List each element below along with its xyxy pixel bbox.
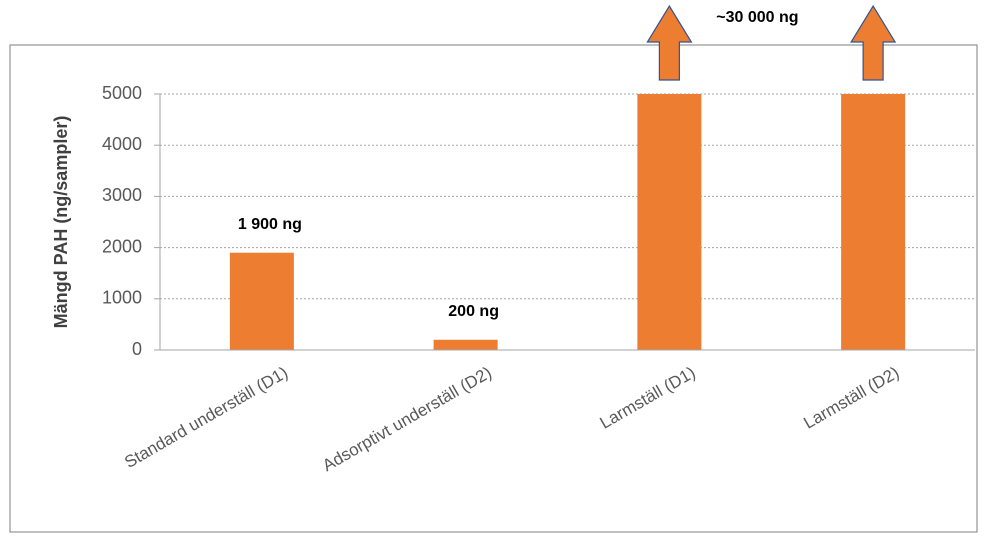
x-tick-label: Larmställ (D1) [597, 363, 699, 433]
bar [841, 94, 906, 350]
bars [229, 94, 906, 350]
x-tick-label: Larmställ (D2) [800, 363, 902, 433]
value-label: 200 ng [448, 303, 499, 320]
value-label: 1 900 ng [238, 216, 302, 233]
y-tick-label: 1000 [102, 288, 142, 308]
chart-frame [9, 44, 978, 533]
bar [433, 339, 498, 350]
x-tick-label: Standard underställ (D1) [121, 363, 291, 472]
y-tick-label: 4000 [102, 134, 142, 154]
y-axis-title: Mängd PAH (ng/sampler) [51, 116, 71, 329]
y-tick-label: 3000 [102, 185, 142, 205]
overflow-arrow [646, 4, 693, 81]
y-tick-label: 2000 [102, 236, 142, 256]
bar [637, 94, 702, 350]
bar [229, 252, 294, 350]
y-tick-label: 5000 [102, 83, 142, 103]
overflow-arrow [850, 4, 897, 81]
value-label: ~30 000 ng [716, 9, 798, 26]
x-tick-label: Adsorptivt underställ (D2) [319, 363, 495, 475]
y-tick-label: 0 [132, 339, 142, 359]
